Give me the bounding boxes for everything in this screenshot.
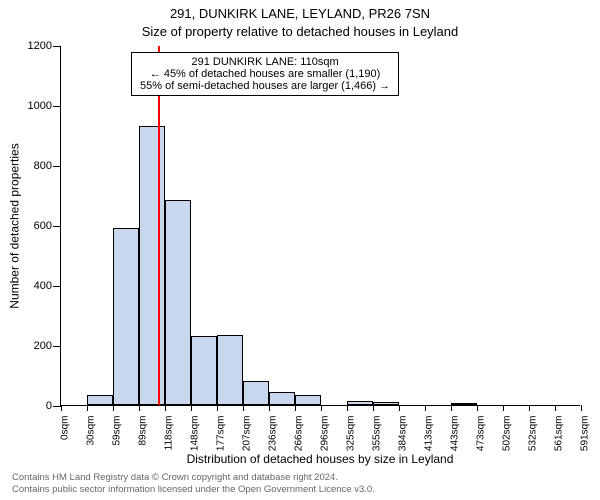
- histogram-bar: [113, 228, 139, 405]
- x-tick-label: 591sqm: [580, 416, 591, 466]
- histogram-bar: [451, 403, 477, 405]
- histogram-bar: [87, 395, 113, 406]
- y-tick: [53, 166, 61, 167]
- x-tick: [581, 405, 582, 411]
- y-tick: [53, 286, 61, 287]
- histogram-bar: [373, 402, 399, 405]
- x-tick: [399, 405, 400, 411]
- x-tick: [451, 405, 452, 411]
- x-axis-label: Distribution of detached houses by size …: [60, 452, 580, 466]
- histogram-bar: [165, 200, 191, 406]
- x-tick: [555, 405, 556, 411]
- x-tick: [87, 405, 88, 411]
- callout-line-1: 291 DUNKIRK LANE: 110sqm: [140, 56, 390, 68]
- y-tick-label: 600: [12, 220, 52, 232]
- histogram-bar: [347, 401, 373, 405]
- property-size-chart: 291, DUNKIRK LANE, LEYLAND, PR26 7SN Siz…: [0, 0, 600, 500]
- x-tick: [165, 405, 166, 411]
- y-tick: [53, 346, 61, 347]
- x-tick: [295, 405, 296, 411]
- chart-subtitle: Size of property relative to detached ho…: [0, 24, 600, 39]
- histogram-bar: [139, 126, 165, 405]
- x-tick: [217, 405, 218, 411]
- x-tick: [61, 405, 62, 411]
- callout-line-2: ← 45% of detached houses are smaller (1,…: [140, 68, 390, 80]
- x-tick: [321, 405, 322, 411]
- y-tick: [53, 406, 61, 407]
- x-tick: [139, 405, 140, 411]
- x-tick: [373, 405, 374, 411]
- y-tick: [53, 46, 61, 47]
- x-tick: [269, 405, 270, 411]
- x-tick: [503, 405, 504, 411]
- footer-line-2: Contains public sector information licen…: [12, 484, 588, 496]
- y-tick-label: 800: [12, 160, 52, 172]
- y-tick-label: 1200: [12, 40, 52, 52]
- y-tick: [53, 226, 61, 227]
- chart-address-title: 291, DUNKIRK LANE, LEYLAND, PR26 7SN: [0, 6, 600, 21]
- x-tick: [529, 405, 530, 411]
- x-tick: [425, 405, 426, 411]
- x-tick: [243, 405, 244, 411]
- callout-line-3: 55% of semi-detached houses are larger (…: [140, 80, 390, 92]
- histogram-bar: [191, 336, 217, 405]
- x-tick: [113, 405, 114, 411]
- y-tick-label: 0: [12, 400, 52, 412]
- x-tick: [191, 405, 192, 411]
- y-tick-label: 400: [12, 280, 52, 292]
- histogram-bar: [217, 335, 243, 406]
- histogram-bar: [295, 395, 321, 406]
- chart-footer: Contains HM Land Registry data © Crown c…: [12, 472, 588, 496]
- x-tick: [477, 405, 478, 411]
- plot-area: 291 DUNKIRK LANE: 110sqm ← 45% of detach…: [60, 46, 580, 406]
- marker-callout: 291 DUNKIRK LANE: 110sqm ← 45% of detach…: [131, 52, 399, 96]
- y-tick: [53, 106, 61, 107]
- histogram-bar: [243, 381, 269, 405]
- histogram-bar: [269, 392, 295, 406]
- y-tick-label: 1000: [12, 100, 52, 112]
- y-tick-label: 200: [12, 340, 52, 352]
- marker-line: [158, 46, 160, 405]
- footer-line-1: Contains HM Land Registry data © Crown c…: [12, 472, 588, 484]
- x-tick: [347, 405, 348, 411]
